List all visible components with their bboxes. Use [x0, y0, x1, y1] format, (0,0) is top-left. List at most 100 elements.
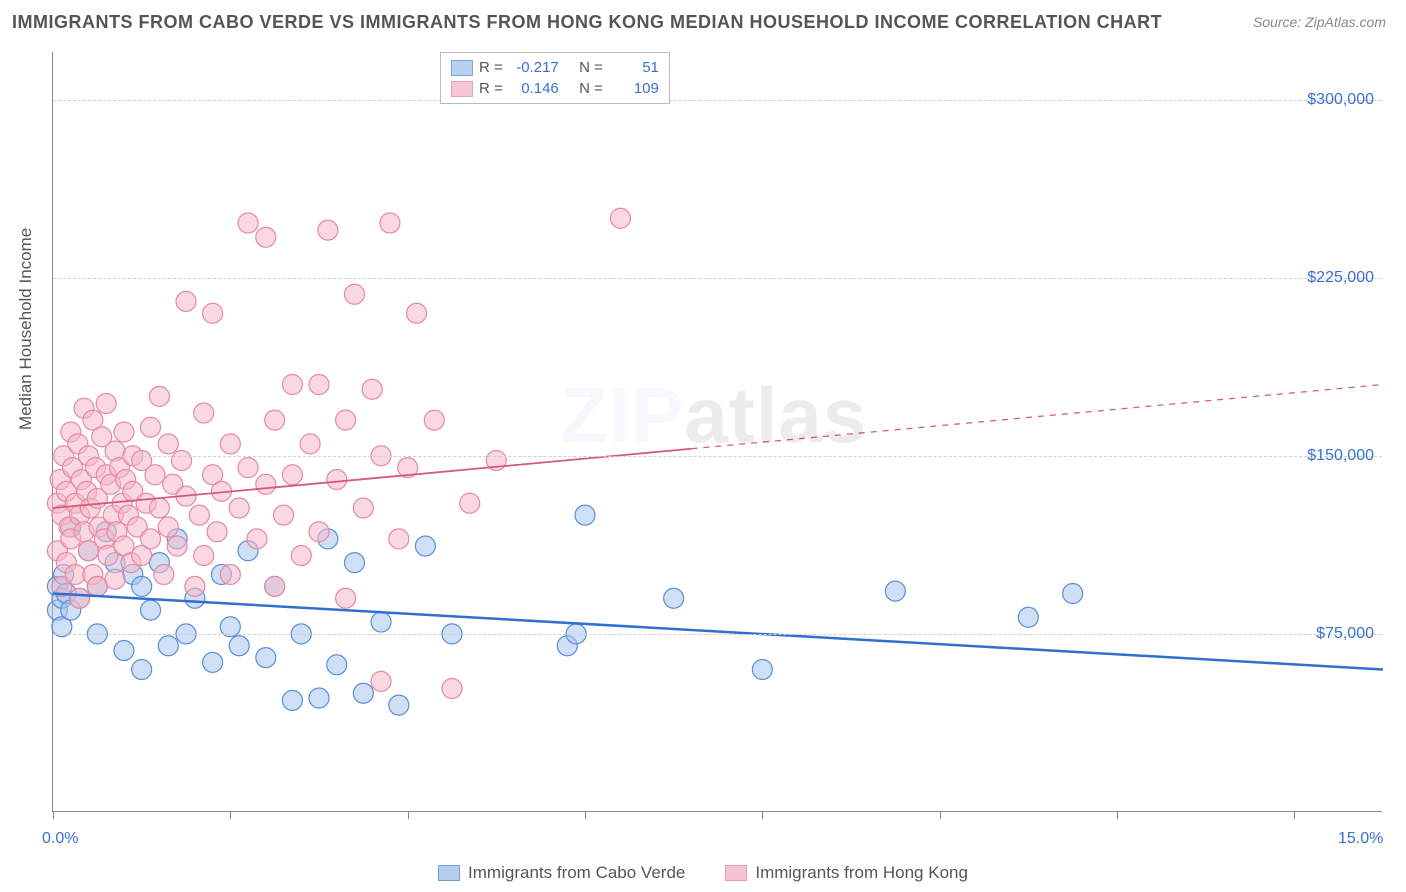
scatter-point [114, 641, 134, 661]
scatter-point [442, 679, 462, 699]
scatter-point [318, 220, 338, 240]
scatter-point [141, 417, 161, 437]
scatter-point [96, 394, 116, 414]
scatter-point [207, 522, 227, 542]
source-attribution: Source: ZipAtlas.com [1253, 14, 1386, 30]
series-legend: Immigrants from Cabo Verde Immigrants fro… [0, 863, 1406, 886]
scatter-point [194, 546, 214, 566]
scatter-point [247, 529, 267, 549]
scatter-point [70, 588, 90, 608]
scatter-point [203, 303, 223, 323]
scatter-point [664, 588, 684, 608]
scatter-point [132, 576, 152, 596]
stats-legend: R =-0.217 N =51R =0.146 N =109 [440, 52, 670, 104]
scatter-point [256, 227, 276, 247]
scatter-point [291, 546, 311, 566]
scatter-point [336, 588, 356, 608]
legend-stat-row: R =-0.217 N =51 [451, 57, 659, 78]
scatter-point [220, 434, 240, 454]
scatter-point [327, 655, 347, 675]
y-tick-label: $225,000 [1307, 269, 1374, 287]
gridline [53, 456, 1382, 457]
y-tick-label: $150,000 [1307, 447, 1374, 465]
trend-line [53, 594, 1383, 670]
scatter-point [752, 660, 772, 680]
scatter-point [336, 410, 356, 430]
scatter-point [327, 470, 347, 490]
x-tick [408, 811, 409, 819]
scatter-point [114, 422, 134, 442]
scatter-point [371, 612, 391, 632]
scatter-point [274, 505, 294, 525]
scatter-point [610, 208, 630, 228]
x-tick [230, 811, 231, 819]
legend-n-value: 51 [609, 59, 659, 76]
scatter-point [141, 529, 161, 549]
scatter-point [1063, 584, 1083, 604]
scatter-point [309, 375, 329, 395]
plot-area: $75,000 $150,000 $225,000 $300,000 [52, 52, 1382, 812]
scatter-point [344, 284, 364, 304]
chart-title: IMMIGRANTS FROM CABO VERDE VS IMMIGRANTS… [12, 12, 1162, 33]
scatter-point [238, 458, 258, 478]
y-tick-label: $300,000 [1307, 91, 1374, 109]
y-axis-title: Median Household Income [16, 228, 36, 430]
scatter-point [203, 652, 223, 672]
legend-r-label: R = [479, 59, 503, 76]
scatter-point [149, 386, 169, 406]
scatter-point [141, 600, 161, 620]
x-axis-label-right: 15.0% [1338, 830, 1383, 848]
x-tick [940, 811, 941, 819]
legend-stat-row: R =0.146 N =109 [451, 78, 659, 99]
legend-swatch [451, 60, 473, 76]
legend-swatch [725, 865, 747, 881]
scatter-point [265, 576, 285, 596]
y-tick-label: $75,000 [1316, 625, 1374, 643]
scatter-point [172, 451, 192, 471]
scatter-point [220, 565, 240, 585]
x-tick [1117, 811, 1118, 819]
scatter-point [362, 379, 382, 399]
trend-line-extrapolated [691, 385, 1383, 449]
scatter-point [407, 303, 427, 323]
legend-series-item: Immigrants from Cabo Verde [438, 863, 685, 883]
scatter-point [282, 465, 302, 485]
scatter-point [238, 213, 258, 233]
scatter-point [353, 498, 373, 518]
legend-swatch [451, 81, 473, 97]
scatter-point [460, 493, 480, 513]
scatter-point [309, 522, 329, 542]
legend-n-value: 109 [609, 80, 659, 97]
scatter-point [194, 403, 214, 423]
scatter-point [176, 291, 196, 311]
scatter-point [149, 498, 169, 518]
x-tick [585, 811, 586, 819]
scatter-point [282, 690, 302, 710]
scatter-point [229, 498, 249, 518]
scatter-point [189, 505, 209, 525]
scatter-point [371, 671, 391, 691]
gridline [53, 634, 1382, 635]
x-tick [762, 811, 763, 819]
scatter-point [353, 683, 373, 703]
scatter-point [424, 410, 444, 430]
scatter-point [87, 576, 107, 596]
scatter-point [167, 536, 187, 556]
scatter-point [380, 213, 400, 233]
legend-series-label: Immigrants from Cabo Verde [468, 863, 685, 883]
legend-n-label: N = [579, 80, 603, 97]
gridline [53, 100, 1382, 101]
scatter-point [309, 688, 329, 708]
scatter-point [256, 648, 276, 668]
x-tick [1294, 811, 1295, 819]
scatter-point [415, 536, 435, 556]
scatter-point [575, 505, 595, 525]
legend-series-label: Immigrants from Hong Kong [755, 863, 968, 883]
scatter-point [344, 553, 364, 573]
scatter-point [282, 375, 302, 395]
scatter-point [389, 529, 409, 549]
scatter-point [885, 581, 905, 601]
scatter-point [1018, 607, 1038, 627]
scatter-point [154, 565, 174, 585]
legend-series-item: Immigrants from Hong Kong [725, 863, 968, 883]
